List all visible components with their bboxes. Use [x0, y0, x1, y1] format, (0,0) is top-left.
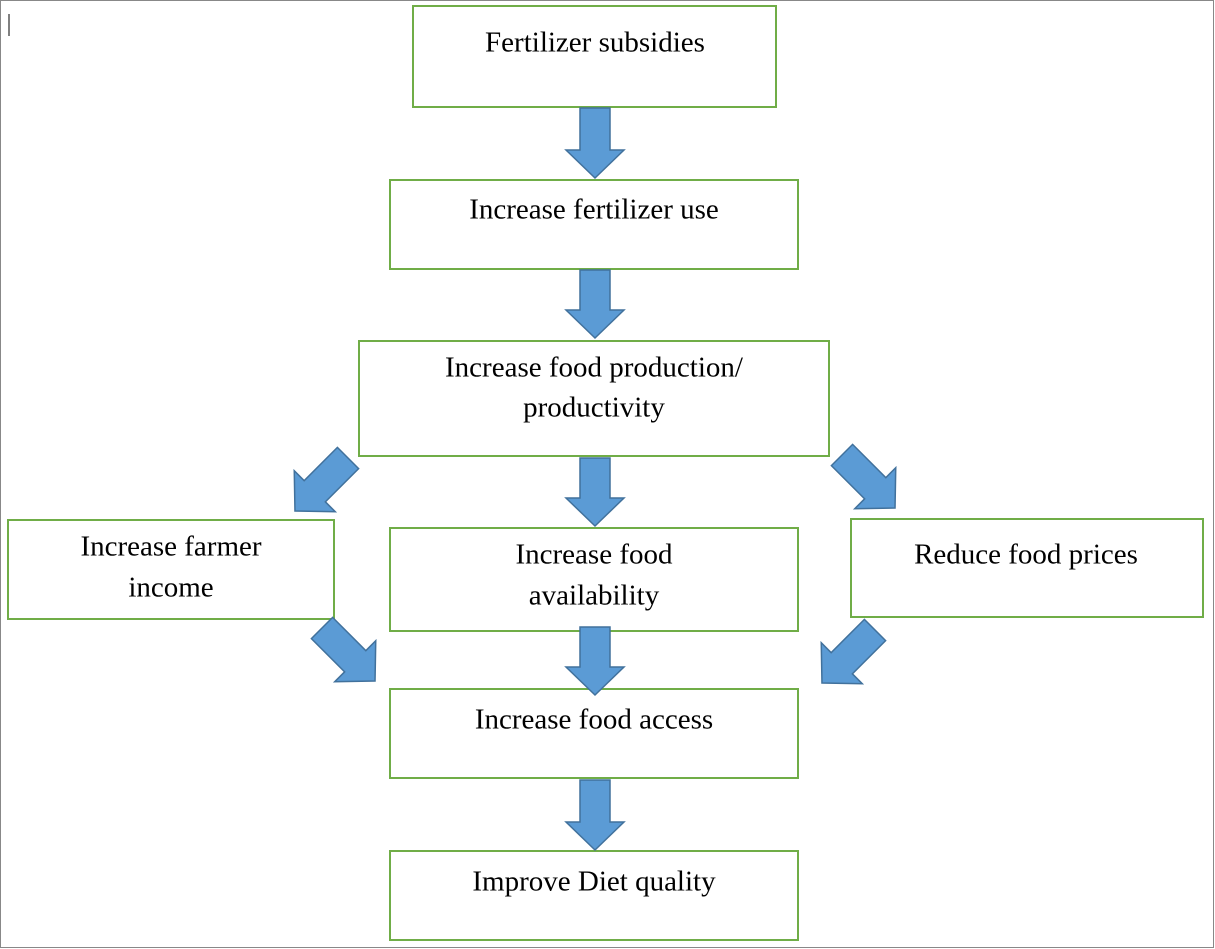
- node-box: [850, 518, 1204, 618]
- arrow: [564, 626, 626, 697]
- node-box: [389, 179, 799, 270]
- node-box: [358, 340, 830, 457]
- node-label: Increase food production/: [445, 352, 744, 384]
- node-box: [412, 5, 777, 108]
- node-label: Increase food: [516, 539, 673, 571]
- arrow: [310, 616, 377, 683]
- node-label: Improve Diet quality: [472, 866, 716, 898]
- arrow: [564, 269, 626, 340]
- node-label: availability: [529, 580, 660, 612]
- node-box: [7, 519, 335, 620]
- node-label: productivity: [523, 392, 665, 424]
- arrow: [830, 443, 897, 510]
- arrow: [293, 446, 360, 513]
- arrow: [564, 457, 626, 528]
- arrow: [564, 779, 626, 852]
- node-label: Increase farmer: [80, 531, 261, 563]
- node-label: Increase food access: [475, 704, 713, 736]
- node-box: [389, 688, 799, 779]
- node-box: [389, 527, 799, 632]
- node-label: Increase fertilizer use: [469, 194, 719, 226]
- node-label: Reduce food prices: [914, 539, 1138, 571]
- node-label: income: [128, 572, 213, 604]
- node-label: Fertilizer subsidies: [485, 27, 705, 59]
- arrow: [564, 107, 626, 180]
- arrow: [820, 618, 887, 685]
- node-box: [389, 850, 799, 941]
